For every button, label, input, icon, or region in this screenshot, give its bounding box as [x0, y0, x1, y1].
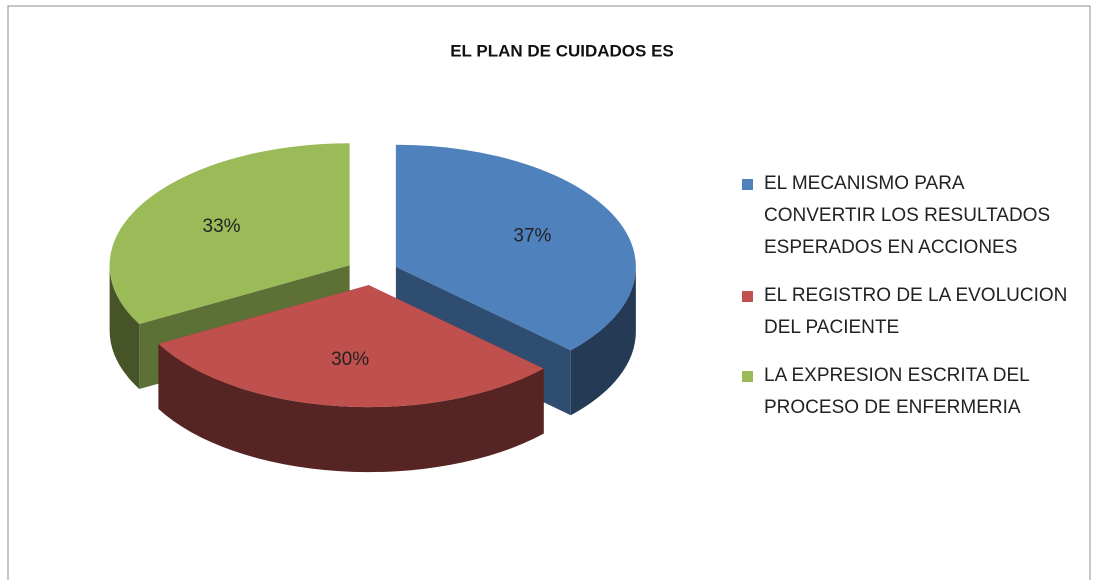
- slice-outer-wall: [570, 266, 636, 416]
- legend-item: LA EXPRESION ESCRITA DEL PROCESO DE ENFE…: [742, 360, 1072, 424]
- data-label: 30%: [331, 349, 369, 370]
- data-label: 37%: [513, 226, 551, 247]
- legend-swatch: [742, 291, 753, 302]
- legend-swatch: [742, 371, 753, 382]
- slice-top: [109, 143, 350, 325]
- legend-label: EL REGISTRO DE LA EVOLUCION DEL PACIENTE: [764, 285, 1068, 338]
- legend-label: LA EXPRESION ESCRITA DEL PROCESO DE ENFE…: [764, 365, 1030, 418]
- chart-title: EL PLAN DE CUIDADOS ES: [450, 41, 674, 60]
- slice-outer-wall: [158, 343, 544, 473]
- legend: EL MECANISMO PARA CONVERTIR LOS RESULTAD…: [742, 168, 1072, 440]
- slice: [158, 285, 544, 473]
- data-label: 33%: [203, 216, 241, 237]
- slice-top: [395, 144, 636, 351]
- chart-border: [7, 5, 1091, 580]
- slice-outer-wall: [109, 265, 140, 390]
- legend-item: EL MECANISMO PARA CONVERTIR LOS RESULTAD…: [742, 168, 1072, 264]
- legend-label: EL MECANISMO PARA CONVERTIR LOS RESULTAD…: [764, 173, 1051, 258]
- slice-top: [158, 285, 544, 408]
- legend-swatch: [742, 179, 753, 190]
- legend-item: EL REGISTRO DE LA EVOLUCION DEL PACIENTE: [742, 280, 1072, 344]
